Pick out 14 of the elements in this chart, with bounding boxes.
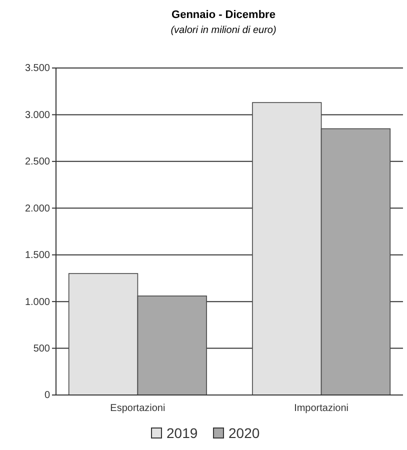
x-tick-label: Esportazioni: [110, 403, 166, 414]
y-tick-label: 0: [44, 390, 50, 402]
y-tick-label: 1.500: [24, 250, 50, 262]
y-tick-label: 1.000: [24, 296, 50, 308]
legend-label: 2020: [228, 425, 260, 441]
chart-subtitle: (valori in milioni di euro): [170, 25, 276, 36]
y-tick-label: 3.000: [24, 110, 50, 121]
x-tick-label: Importazioni: [294, 403, 349, 414]
chart-title: Gennaio - Dicembre: [172, 9, 276, 21]
y-tick-label: 2.000: [24, 203, 50, 214]
y-tick-label: 500: [33, 343, 50, 354]
legend-label: 2019: [166, 425, 198, 441]
y-tick-label: 3.500: [24, 63, 50, 74]
y-tick-label: 2.500: [24, 156, 50, 168]
